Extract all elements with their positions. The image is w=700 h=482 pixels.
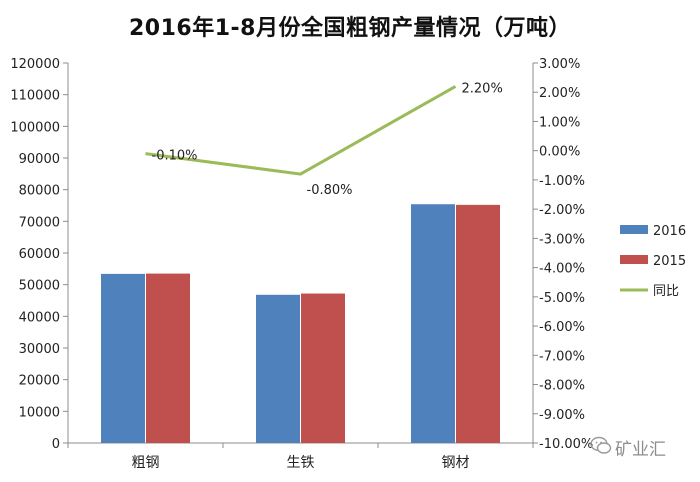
y-right-tick-label: -7.00% bbox=[539, 349, 585, 364]
y-left-tick-label: 40000 bbox=[19, 310, 60, 325]
chart-title: 2016年1-8月份全国粗钢产量情况（万吨） bbox=[129, 16, 571, 41]
y-right-tick-label: 1.00% bbox=[539, 115, 580, 130]
y-right-tick-label: -9.00% bbox=[539, 408, 585, 423]
y-left-tick-label: 60000 bbox=[19, 247, 60, 262]
y-left-tick-label: 120000 bbox=[10, 57, 60, 72]
data-label: -0.10% bbox=[152, 149, 198, 164]
y-left-tick-label: 10000 bbox=[19, 405, 60, 420]
bar-2015 bbox=[456, 204, 500, 443]
data-label: -0.80% bbox=[307, 183, 353, 198]
bar-2015 bbox=[146, 273, 190, 443]
y-right-tick-label: -10.00% bbox=[539, 437, 593, 452]
data-label: 2.20% bbox=[462, 81, 503, 96]
y-left-tick-label: 50000 bbox=[19, 279, 60, 294]
bar-2016 bbox=[411, 204, 455, 443]
y-right-tick-label: 3.00% bbox=[539, 57, 580, 72]
legend-label: 2016 bbox=[653, 224, 686, 239]
legend-label: 同比 bbox=[653, 284, 679, 299]
bar-2016 bbox=[101, 273, 145, 443]
y-left-tick-label: 30000 bbox=[19, 342, 60, 357]
y-right-tick-label: -1.00% bbox=[539, 174, 585, 189]
bar-2016 bbox=[256, 294, 300, 443]
y-left-tick-label: 80000 bbox=[19, 184, 60, 199]
y-right-tick-label: -5.00% bbox=[539, 291, 585, 306]
y-right-tick-label: -8.00% bbox=[539, 379, 585, 394]
y-right-tick-label: -3.00% bbox=[539, 232, 585, 247]
y-left-tick-label: 0 bbox=[52, 437, 60, 452]
y-right-tick-label: -6.00% bbox=[539, 320, 585, 335]
y-left-tick-label: 90000 bbox=[19, 152, 60, 167]
y-right-tick-label: 0.00% bbox=[539, 145, 580, 160]
y-left-tick-label: 20000 bbox=[19, 374, 60, 389]
y-right-tick-label: -2.00% bbox=[539, 203, 585, 218]
legend-swatch-2015 bbox=[620, 255, 648, 264]
wechat-icon bbox=[590, 436, 612, 454]
x-tick-label: 钢材 bbox=[442, 455, 470, 471]
x-tick-label: 生铁 bbox=[287, 455, 315, 471]
y-right-tick-label: 2.00% bbox=[539, 86, 580, 101]
y-left-tick-label: 110000 bbox=[10, 89, 60, 104]
y-right-tick-label: -4.00% bbox=[539, 262, 585, 277]
y-left-tick-label: 70000 bbox=[19, 215, 60, 230]
watermark: 矿业汇 bbox=[590, 433, 700, 463]
legend-label: 2015 bbox=[653, 254, 686, 269]
x-tick-label: 粗钢 bbox=[132, 455, 160, 471]
legend-swatch-2016 bbox=[620, 225, 648, 234]
watermark-text: 矿业汇 bbox=[615, 440, 666, 460]
y-left-tick-label: 100000 bbox=[10, 120, 60, 135]
bar-2015 bbox=[301, 293, 345, 443]
